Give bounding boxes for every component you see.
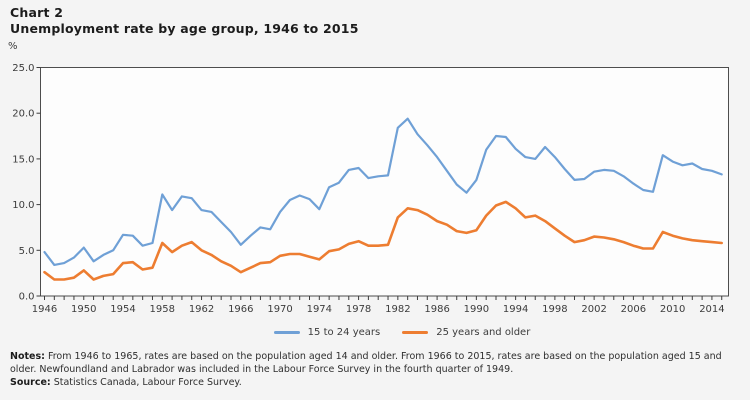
- x-axis-label: 1950: [71, 304, 96, 315]
- line-chart: 0.0 5.0 10.0 15.0 20.0 25.0 1946 1950 1954 1958 19…: [12, 63, 729, 315]
- notes-paragraph: Notes: From 1946 to 1965, rates are base…: [10, 350, 744, 376]
- chart-number-label: Chart 2: [10, 5, 64, 20]
- notes-text: From 1946 to 1965, rates are based on th…: [10, 351, 722, 375]
- footnotes: Notes: From 1946 to 1965, rates are base…: [10, 350, 744, 389]
- x-axis-label: 1966: [228, 304, 253, 315]
- x-axis-label: 2002: [581, 304, 606, 315]
- x-axis-label: 1954: [110, 304, 135, 315]
- page-title: Unemployment rate by age group, 1946 to …: [10, 21, 359, 36]
- legend-label: 15 to 24 years: [307, 327, 381, 338]
- source-text: Statistics Canada, Labour Force Survey.: [53, 377, 242, 388]
- x-axis-label: 1978: [346, 304, 371, 315]
- x-axis-label: 2010: [660, 304, 685, 315]
- title-block: Chart 2 Unemployment rate by age group, …: [10, 5, 359, 37]
- x-axis-label: 1958: [150, 304, 175, 315]
- y-axis-label: 10.0: [12, 200, 34, 211]
- legend-item-25-and-older: 25 years and older: [402, 327, 530, 338]
- legend-line-sample-orange: [402, 331, 429, 334]
- legend: 15 to 24 years 25 years and older: [27, 327, 750, 338]
- x-axis-label: 1990: [464, 304, 489, 315]
- x-axis-label: 1982: [385, 304, 410, 315]
- y-axis-unit-label: %: [8, 41, 18, 52]
- y-axis-label: 20.0: [12, 109, 34, 120]
- x-axis-label: 1946: [32, 304, 57, 315]
- x-axis-label: 1970: [267, 304, 292, 315]
- notes-label: Notes:: [10, 351, 45, 362]
- x-axis-label: 1974: [307, 304, 332, 315]
- x-axis-label: 1998: [542, 304, 567, 315]
- series-line: [43, 117, 723, 266]
- legend-line-sample-blue: [273, 331, 300, 334]
- x-axis-label: 2014: [699, 304, 724, 315]
- x-axis-label: 2006: [621, 304, 646, 315]
- y-axis-label: 15.0: [12, 154, 34, 165]
- x-axis-label: 1994: [503, 304, 528, 315]
- x-axis-label: 1986: [424, 304, 449, 315]
- y-axis-label: 25.0: [12, 63, 34, 74]
- y-axis-label: 0.0: [19, 292, 35, 303]
- y-axis-label: 5.0: [19, 246, 35, 257]
- source-paragraph: Source: Statistics Canada, Labour Force …: [10, 376, 744, 389]
- legend-item-15-to-24: 15 to 24 years: [273, 327, 381, 338]
- series-line: [43, 200, 724, 281]
- plot-area: [40, 67, 729, 297]
- legend-label: 25 years and older: [436, 327, 531, 338]
- x-axis-label: 1962: [189, 304, 214, 315]
- source-label: Source:: [10, 377, 51, 388]
